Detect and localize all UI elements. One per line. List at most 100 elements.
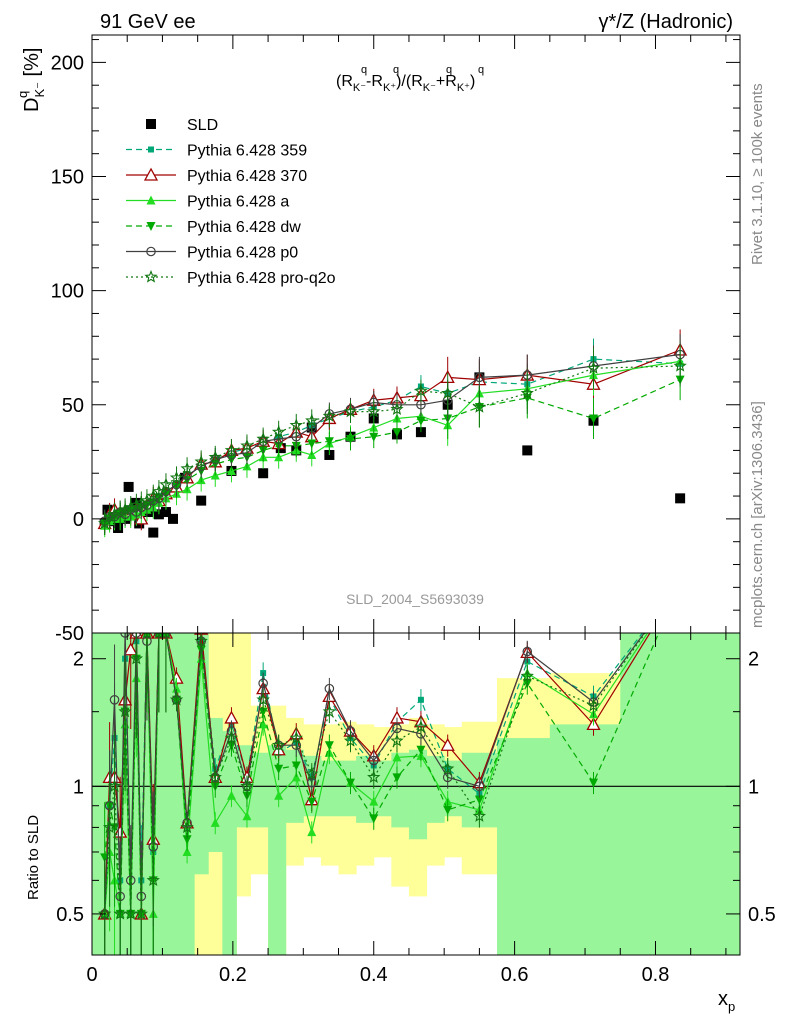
- ratio-y-tick-label-right: 0.5: [748, 904, 776, 926]
- ratio-point: [271, 738, 286, 751]
- ratio-point: [258, 707, 268, 717]
- data-point: [673, 359, 687, 372]
- ylabel-sub: K⁻: [32, 82, 47, 98]
- data-point: [160, 507, 171, 518]
- x-tick-label: 0.4: [360, 964, 388, 986]
- legend-entry: Pythia 6.428 a: [126, 194, 289, 211]
- x-axis-label: xp: [718, 988, 735, 1014]
- data-point: [472, 399, 486, 413]
- data-point: [414, 384, 428, 397]
- ratio-point: [182, 846, 192, 856]
- ratio-y-tick-label-right: 1: [748, 776, 759, 798]
- legend-label: Pythia 6.428 a: [187, 194, 289, 211]
- data-point: [345, 434, 355, 444]
- legend-entry: Pythia 6.428 dw: [126, 219, 301, 236]
- ratio-point: [242, 811, 252, 821]
- data-point: [180, 461, 194, 475]
- data-point: [113, 504, 127, 518]
- ratio-point: [180, 820, 194, 834]
- data-point: [522, 445, 533, 456]
- y-tick-label: 100: [51, 281, 84, 303]
- y-tick-label: 0: [73, 509, 84, 531]
- ratio-point: [274, 790, 284, 800]
- band-1sigma: [155, 633, 167, 955]
- ylabel-unit: [%]: [21, 48, 43, 82]
- ratio-point: [414, 719, 428, 733]
- ratio-plot-panel: 0.5 0.5 1 1 2 2 0 0.2 0.4 0.6 0.8 Ratio to SLD xp: [25, 579, 776, 1014]
- ratio-point: [274, 764, 284, 774]
- ratio-point: [154, 633, 163, 639]
- ratio-point: [588, 778, 598, 788]
- svg-text:DK⁻ [%]: DK⁻ [%]: [21, 48, 47, 112]
- ratio-point: [369, 814, 379, 824]
- data-point: [208, 450, 222, 463]
- ratio-point: [109, 695, 120, 705]
- main-plot-panel: -50 0 50 100 150 200 DK⁻ [%] q (RK⁻-RK⁺)/(RK⁻…: [15, 34, 741, 645]
- data-point: [159, 477, 173, 491]
- header-right: γ*/Z (Hadronic): [599, 11, 733, 33]
- ratio-point: [169, 692, 184, 706]
- data-point: [152, 484, 166, 498]
- main-plot-marks: [97, 329, 688, 538]
- ratio-point: [129, 651, 143, 665]
- ratio-point: [676, 579, 685, 588]
- ratio-point: [520, 669, 534, 682]
- band-1sigma: [391, 752, 410, 828]
- ratio-y-axis: 0.5 0.5 1 1 2 2: [56, 649, 776, 926]
- legend-label: Pythia 6.428 359: [187, 143, 307, 160]
- ratio-point: [307, 797, 317, 807]
- ratio-point: [307, 827, 317, 837]
- ratio-point: [120, 633, 130, 638]
- ratio-point: [324, 683, 335, 694]
- data-point: [129, 498, 143, 511]
- data-point: [240, 438, 254, 452]
- ratio-point: [226, 790, 236, 800]
- ratio-plot-marks: [92, 579, 740, 955]
- mcplots-reference-text: mcplots.cern.ch [arXiv:1306.3436]: [749, 401, 766, 628]
- band-1sigma: [338, 760, 357, 817]
- ratio-point: [289, 730, 303, 744]
- ratio-line: [104, 633, 646, 914]
- band-1sigma: [102, 633, 114, 955]
- main-y-axis-label: DK⁻ [%] q: [15, 48, 47, 112]
- data-point: [369, 432, 379, 442]
- legend-marker: [146, 195, 156, 205]
- x-tick-label: 0.8: [642, 964, 670, 986]
- ratio-point: [258, 678, 268, 689]
- header-left: 91 GeV ee: [100, 11, 196, 33]
- ratio-point: [369, 796, 379, 806]
- data-point: [441, 386, 455, 400]
- ratio-point: [124, 906, 138, 920]
- svg-text:q: q: [478, 64, 484, 76]
- legend-entry: Pythia 6.428 pro-q2o: [126, 269, 336, 287]
- data-point: [520, 386, 534, 400]
- ratio-point: [676, 580, 685, 589]
- ratio-point: [416, 745, 426, 755]
- ratio-point: [161, 633, 171, 639]
- ratio-point: [291, 761, 301, 771]
- ratio-point: [240, 779, 254, 793]
- ratio-point: [256, 692, 270, 706]
- data-point: [148, 527, 159, 538]
- band-1sigma: [180, 633, 195, 955]
- data-point: [168, 513, 178, 524]
- ratio-point: [224, 730, 239, 744]
- band-1sigma: [113, 633, 125, 955]
- observable-formula: (RK⁻-RK⁺)/(RK⁻+RK⁺) q q q q: [336, 64, 484, 94]
- ratio-point: [322, 704, 337, 718]
- ratio-point: [392, 773, 402, 783]
- data-point: [324, 437, 334, 447]
- data-point: [305, 413, 319, 427]
- data-point: [367, 404, 381, 418]
- legend-label: Pythia 6.428 370: [187, 168, 307, 185]
- rivet-version-text: Rivet 3.1.10, ≥ 100k events: [749, 83, 766, 265]
- band-1sigma: [92, 633, 104, 955]
- y-tick-label: 150: [51, 167, 84, 189]
- ylabel-symbol: D: [21, 98, 43, 112]
- data-point: [113, 523, 124, 534]
- ratio-point: [474, 781, 485, 792]
- svg-text:(RK⁻-RK⁺)/(RK⁻+RK⁺): (RK⁻-RK⁺)/(RK⁻+RK⁺): [336, 73, 475, 94]
- legend-entry: Pythia 6.428 p0: [126, 245, 298, 262]
- data-point: [258, 468, 269, 479]
- x-tick-label: 0.2: [219, 964, 247, 986]
